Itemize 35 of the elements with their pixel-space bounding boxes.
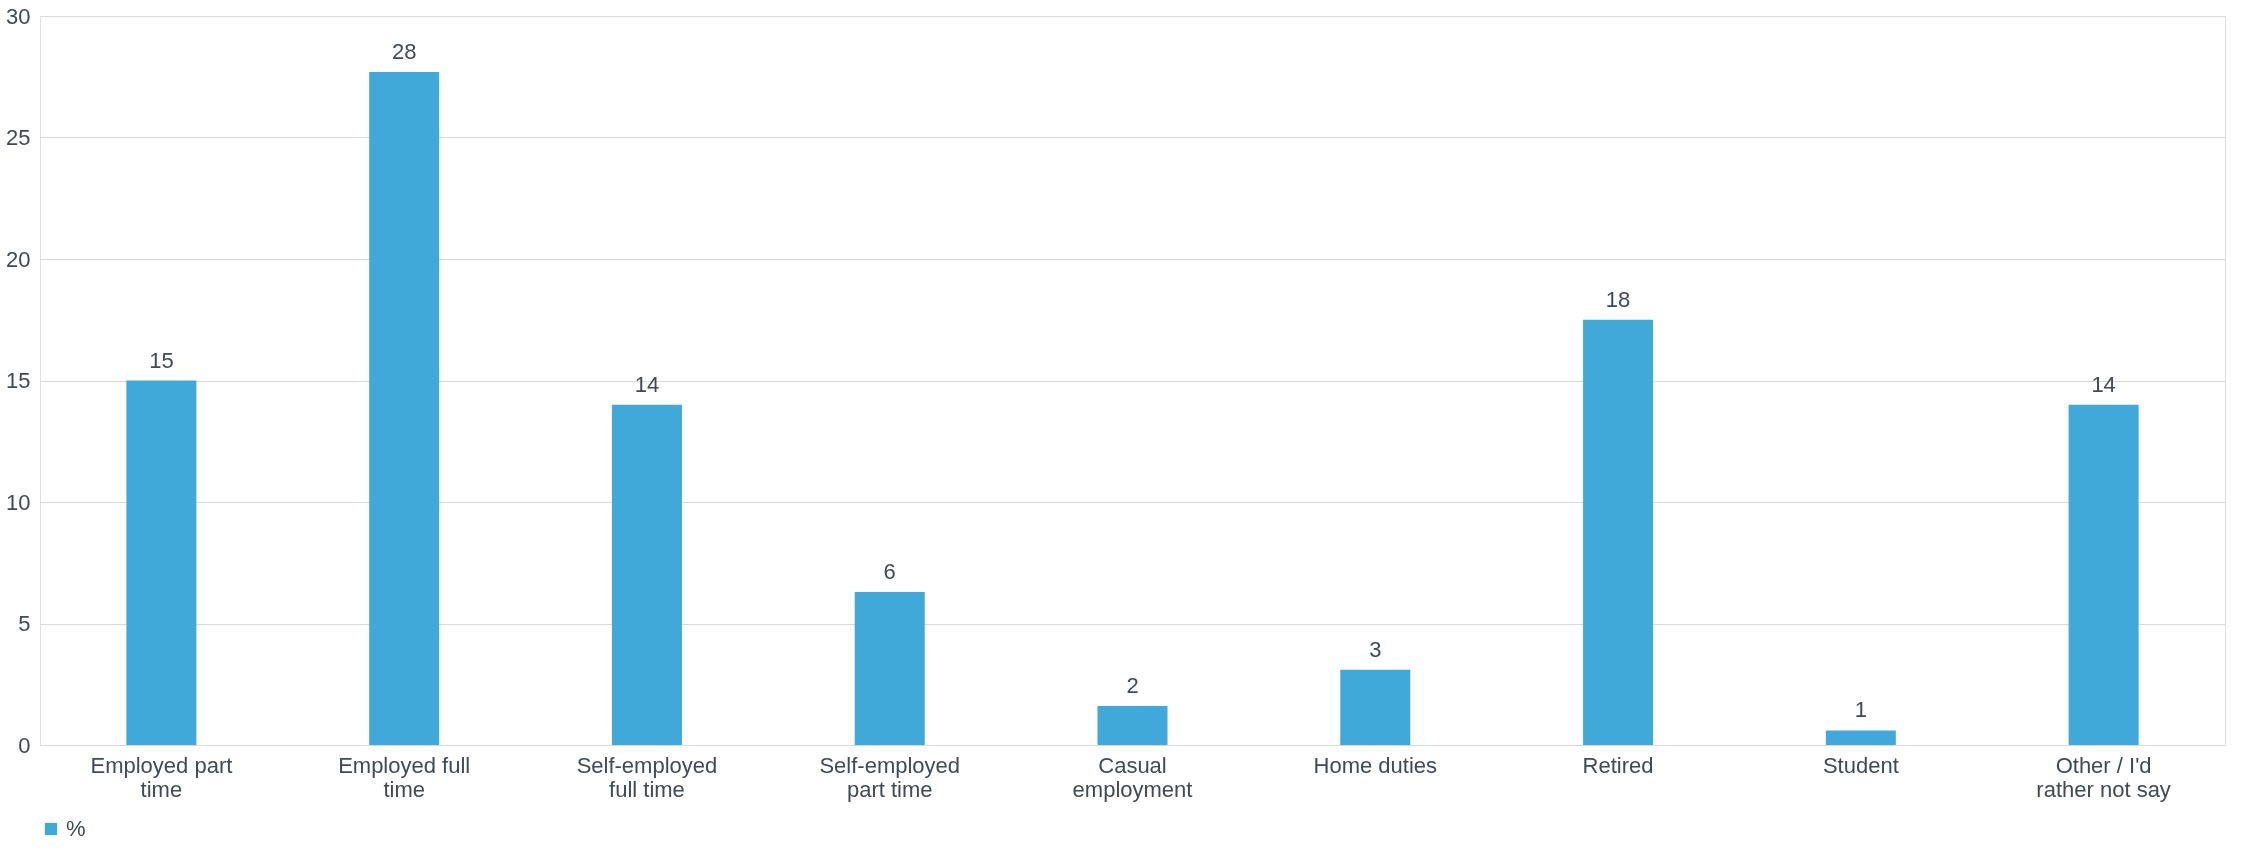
bar	[611, 404, 682, 745]
bar	[1097, 706, 1168, 745]
y-tick-label: 5	[18, 611, 31, 636]
data-label: 15	[149, 347, 174, 373]
legend-label: %	[66, 816, 86, 841]
x-tick-label: Self-employed part time	[819, 752, 961, 802]
y-tick-label: 15	[6, 368, 31, 393]
y-tick-label: 10	[6, 489, 31, 515]
data-label: 28	[391, 38, 417, 64]
bar	[126, 380, 197, 745]
y-tick-label: 30	[6, 3, 31, 29]
x-tick-label: Self-employed full time	[576, 752, 718, 802]
bar	[854, 591, 925, 745]
data-label: 3	[1369, 636, 1382, 662]
x-tick-label: Student	[1822, 752, 1899, 778]
y-tick-label: 0	[18, 732, 31, 758]
data-label: 18	[1605, 286, 1631, 312]
bar	[1825, 730, 1896, 745]
data-label: 14	[2091, 371, 2116, 397]
x-tick-label: Other / I'd rather not say	[2036, 752, 2171, 802]
x-tick-label: Retired	[1582, 752, 1654, 778]
y-tick-label: 25	[6, 125, 31, 150]
data-label: 14	[634, 371, 660, 397]
data-label: 2	[1126, 673, 1139, 699]
data-label: 1	[1854, 697, 1867, 723]
x-tick-label: Casual employment	[1072, 752, 1193, 802]
bar	[2068, 404, 2139, 745]
data-label: 6	[883, 558, 896, 584]
y-tick-label: 20	[6, 246, 31, 272]
x-tick-label: Employed full time	[338, 752, 471, 802]
bar	[1340, 669, 1411, 745]
x-tick-label: Employed part time	[90, 752, 233, 802]
x-tick-label: Home duties	[1313, 752, 1438, 778]
bar	[369, 71, 440, 745]
bar	[1583, 319, 1654, 745]
